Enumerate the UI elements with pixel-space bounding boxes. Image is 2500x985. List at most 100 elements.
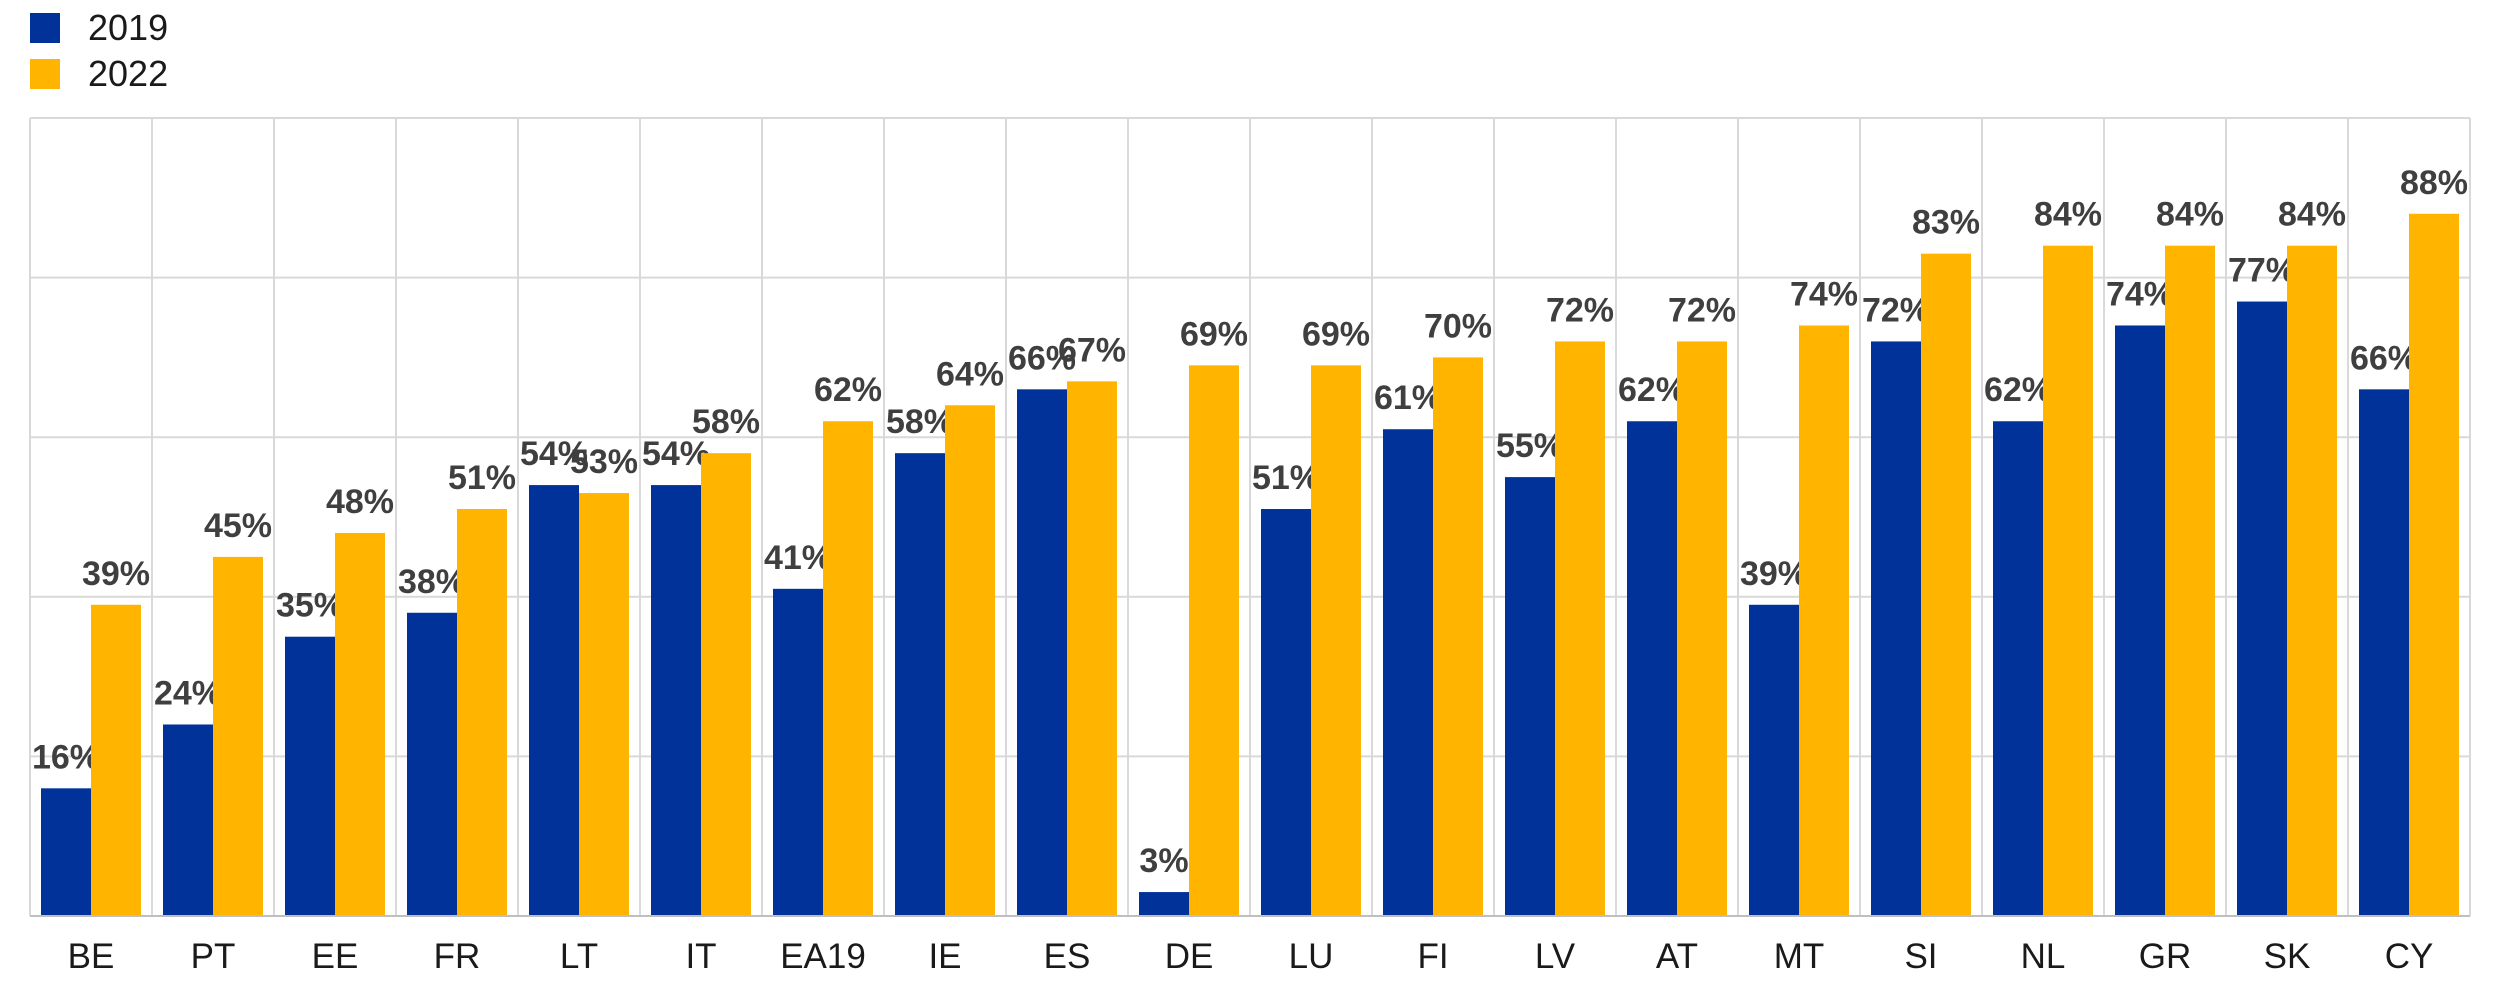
x-tick-label-ES: ES [1044, 937, 1091, 976]
bar-2019-EE [285, 636, 335, 916]
bar-2022-EA19 [823, 421, 873, 916]
bar-2022-CY [2409, 213, 2459, 916]
x-tick-label-SK: SK [2264, 937, 2311, 976]
legend-swatch-2019 [30, 13, 60, 43]
bar-2022-AT [1677, 341, 1727, 916]
bar-2022-ES [1067, 381, 1117, 917]
x-tick-label-SI: SI [1904, 937, 1937, 976]
bar-2019-MT [1749, 604, 1799, 916]
x-tick-label-LV: LV [1535, 937, 1576, 976]
bar-2022-BE [91, 604, 141, 916]
data-label-2022-IE: 64% [936, 355, 1004, 393]
x-tick-label-EA19: EA19 [780, 937, 866, 976]
data-label-2022-SI: 83% [1912, 204, 1980, 242]
bar-2022-IT [701, 453, 751, 916]
legend-label-2022: 2022 [88, 53, 169, 94]
data-label-2022-EE: 48% [326, 483, 394, 521]
data-label-2019-CY: 66% [2350, 339, 2418, 377]
bar-2019-LU [1261, 509, 1311, 916]
bar-2019-LT [529, 485, 579, 916]
data-label-2022-FI: 70% [1424, 307, 1492, 345]
x-tick-label-AT: AT [1656, 937, 1698, 976]
legend: 2019 2022 [30, 5, 168, 97]
bar-2019-PT [163, 724, 213, 916]
legend-label-2019: 2019 [88, 7, 169, 48]
x-tick-label-DE: DE [1165, 937, 1214, 976]
bar-2022-LV [1555, 341, 1605, 916]
bar-2022-SK [2287, 245, 2337, 916]
x-tick-label-CY: CY [2385, 937, 2434, 976]
bar-2019-SK [2237, 301, 2287, 916]
data-label-2019-IE: 58% [886, 403, 954, 441]
data-label-2019-FI: 61% [1374, 379, 1442, 417]
bar-2022-MT [1799, 325, 1849, 917]
x-tick-label-GR: GR [2139, 937, 2192, 976]
data-label-2022-FR: 51% [448, 459, 516, 497]
bar-2022-DE [1189, 365, 1239, 916]
data-label-2019-MT: 39% [1740, 555, 1808, 593]
bar-2022-LU [1311, 365, 1361, 916]
bar-2019-FR [407, 612, 457, 916]
bar-2019-NL [1993, 421, 2043, 916]
data-label-2019-EA19: 41% [764, 539, 832, 577]
legend-swatch-2022 [30, 59, 60, 89]
bar-2022-PT [213, 556, 263, 916]
data-label-2022-LT: 53% [570, 443, 638, 481]
bar-2019-ES [1017, 389, 1067, 916]
data-label-2022-MT: 74% [1790, 275, 1858, 313]
bar-2019-EA19 [773, 588, 823, 916]
bar-2022-LT [579, 493, 629, 916]
bar-2019-SI [1871, 341, 1921, 916]
data-label-2022-IT: 58% [692, 403, 760, 441]
bar-2019-FI [1383, 429, 1433, 916]
x-tick-label-LU: LU [1289, 937, 1334, 976]
bar-2022-NL [2043, 245, 2093, 916]
bar-2022-IE [945, 405, 995, 916]
x-tick-label-IT: IT [685, 937, 716, 976]
data-label-2019-SI: 72% [1862, 291, 1930, 329]
legend-item-2019: 2019 [30, 5, 168, 51]
data-label-2022-LU: 69% [1302, 315, 1370, 353]
data-label-2019-BE: 16% [32, 738, 100, 776]
bar-2019-GR [2115, 325, 2165, 917]
x-tick-label-LT: LT [560, 937, 598, 976]
x-tick-label-BE: BE [68, 937, 115, 976]
bar-2022-GR [2165, 245, 2215, 916]
x-tick-label-MT: MT [1774, 937, 1825, 976]
data-label-2019-IT: 54% [642, 435, 710, 473]
bar-2022-EE [335, 532, 385, 916]
x-tick-label-IE: IE [928, 937, 961, 976]
data-label-2022-DE: 69% [1180, 315, 1248, 353]
bar-2019-LV [1505, 477, 1555, 916]
data-label-2022-BE: 39% [82, 555, 150, 593]
data-label-2019-SK: 77% [2228, 252, 2296, 290]
bar-2019-BE [41, 788, 91, 916]
data-label-2022-PT: 45% [204, 507, 272, 545]
bar-2022-FR [457, 509, 507, 916]
data-label-2022-CY: 88% [2400, 164, 2468, 202]
legend-item-2022: 2022 [30, 51, 168, 97]
data-label-2022-ES: 67% [1058, 331, 1126, 369]
x-tick-label-EE: EE [312, 937, 359, 976]
data-label-2022-EA19: 62% [814, 371, 882, 409]
data-label-2019-EE: 35% [276, 587, 344, 625]
bar-2019-CY [2359, 389, 2409, 916]
data-label-2022-NL: 84% [2034, 196, 2102, 234]
data-label-2022-LV: 72% [1546, 291, 1614, 329]
bar-2019-IT [651, 485, 701, 916]
data-label-2019-LV: 55% [1496, 427, 1564, 465]
data-label-2022-GR: 84% [2156, 196, 2224, 234]
bar-2019-AT [1627, 421, 1677, 916]
bar-2022-SI [1921, 253, 1971, 916]
data-label-2019-FR: 38% [398, 563, 466, 601]
data-label-2019-GR: 74% [2106, 275, 2174, 313]
data-label-2019-LT: 54% [520, 435, 588, 473]
data-label-2019-AT: 62% [1618, 371, 1686, 409]
data-label-2019-LU: 51% [1252, 459, 1320, 497]
data-label-2019-DE: 3% [1139, 842, 1188, 880]
x-tick-label-FR: FR [434, 937, 481, 976]
x-tick-label-PT: PT [191, 937, 236, 976]
data-label-2019-PT: 24% [154, 674, 222, 712]
x-tick-label-NL: NL [2021, 937, 2066, 976]
